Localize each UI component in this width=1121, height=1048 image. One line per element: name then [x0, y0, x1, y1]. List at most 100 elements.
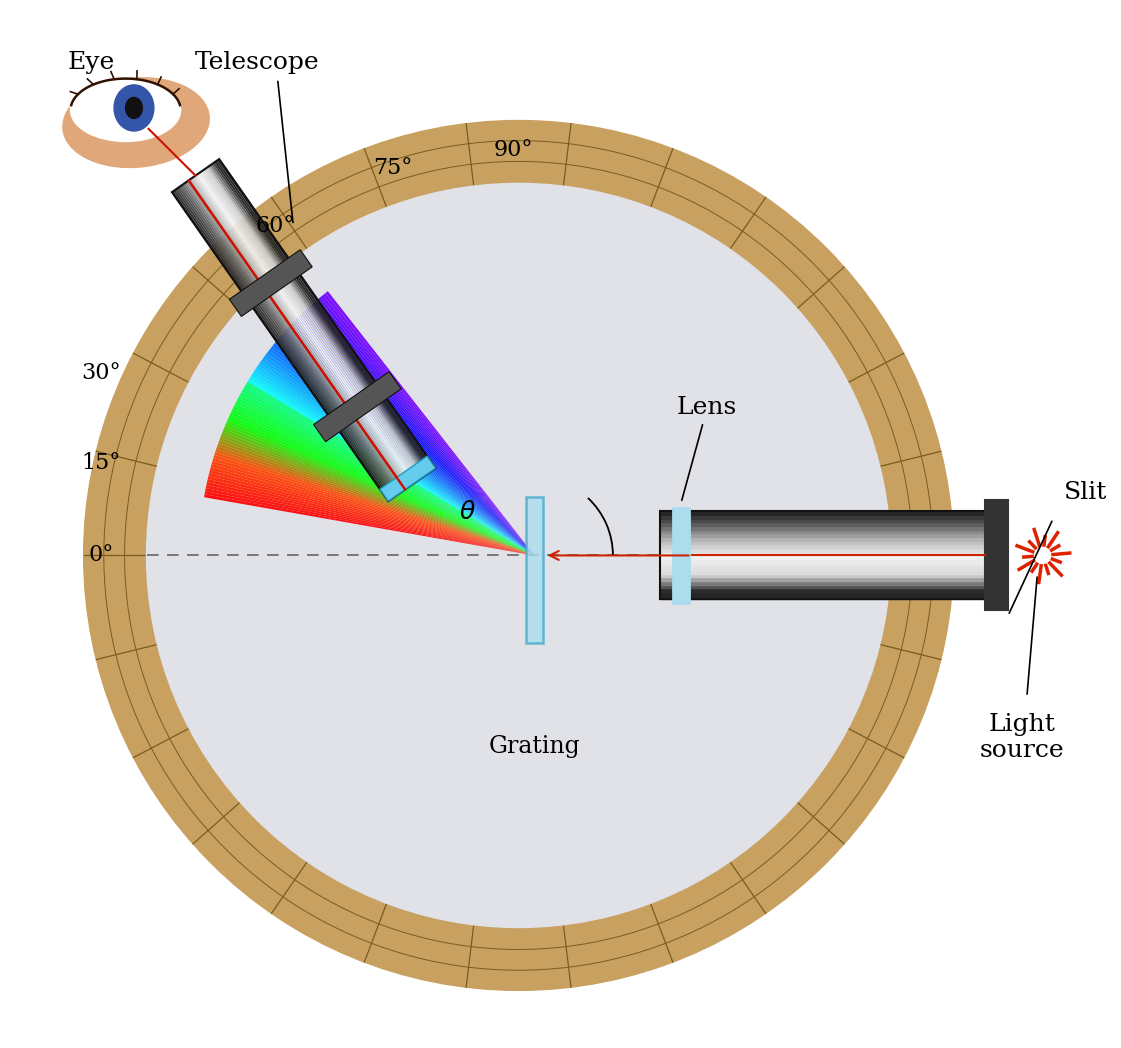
Bar	[660, 516, 995, 519]
Text: 0°: 0°	[89, 545, 114, 566]
Polygon shape	[197, 173, 415, 483]
Polygon shape	[210, 470, 535, 555]
Polygon shape	[226, 420, 535, 555]
Bar	[660, 545, 995, 548]
Polygon shape	[186, 181, 404, 492]
Polygon shape	[206, 482, 535, 555]
Polygon shape	[325, 291, 535, 555]
Polygon shape	[195, 175, 414, 484]
Polygon shape	[258, 364, 535, 555]
Bar	[660, 595, 995, 599]
Polygon shape	[207, 476, 535, 555]
Bar	[660, 519, 995, 522]
Polygon shape	[210, 466, 535, 555]
Bar	[673, 508, 689, 603]
Bar	[985, 501, 1008, 610]
Polygon shape	[380, 456, 436, 501]
Polygon shape	[308, 305, 535, 555]
Polygon shape	[269, 348, 535, 555]
Polygon shape	[209, 473, 535, 555]
Polygon shape	[304, 309, 535, 555]
Polygon shape	[314, 372, 401, 441]
Polygon shape	[294, 320, 535, 555]
Bar	[660, 511, 995, 516]
Bar	[660, 552, 995, 555]
Polygon shape	[189, 179, 407, 489]
Polygon shape	[263, 355, 535, 555]
Polygon shape	[217, 159, 436, 470]
Polygon shape	[205, 492, 535, 555]
Polygon shape	[203, 169, 421, 479]
Polygon shape	[289, 325, 535, 555]
Polygon shape	[213, 458, 535, 555]
Polygon shape	[210, 165, 428, 475]
Polygon shape	[217, 443, 535, 555]
Polygon shape	[211, 163, 429, 474]
Polygon shape	[187, 180, 406, 490]
Polygon shape	[252, 371, 535, 555]
Polygon shape	[239, 395, 535, 555]
Polygon shape	[261, 358, 535, 555]
Ellipse shape	[71, 79, 180, 141]
Polygon shape	[204, 495, 535, 555]
Polygon shape	[256, 366, 535, 555]
Bar	[660, 589, 995, 592]
Polygon shape	[213, 455, 535, 555]
Polygon shape	[211, 464, 535, 555]
Text: Light
source: Light source	[980, 713, 1064, 762]
Bar	[660, 566, 995, 570]
Polygon shape	[231, 409, 535, 555]
Polygon shape	[277, 339, 535, 555]
Polygon shape	[237, 397, 535, 555]
Polygon shape	[228, 417, 535, 555]
Polygon shape	[295, 318, 535, 555]
Polygon shape	[275, 341, 535, 555]
Polygon shape	[272, 344, 535, 555]
Polygon shape	[243, 387, 535, 555]
Polygon shape	[260, 361, 535, 555]
Text: Slit: Slit	[1064, 481, 1106, 504]
Text: 30°: 30°	[82, 363, 121, 384]
Text: $\theta$: $\theta$	[460, 501, 476, 524]
Circle shape	[84, 121, 954, 990]
Polygon shape	[193, 177, 410, 487]
Polygon shape	[282, 331, 535, 555]
Bar	[526, 497, 543, 643]
Polygon shape	[194, 176, 411, 485]
Polygon shape	[278, 336, 535, 555]
Polygon shape	[312, 303, 535, 555]
Polygon shape	[202, 170, 419, 480]
Polygon shape	[174, 190, 391, 500]
Polygon shape	[207, 479, 535, 555]
Bar	[660, 555, 995, 560]
Polygon shape	[213, 162, 430, 473]
Bar	[660, 530, 995, 533]
Polygon shape	[206, 167, 425, 477]
Polygon shape	[280, 334, 535, 555]
Polygon shape	[244, 384, 535, 555]
Circle shape	[147, 183, 890, 927]
Polygon shape	[206, 485, 535, 555]
Polygon shape	[297, 315, 535, 555]
Polygon shape	[234, 403, 535, 555]
Ellipse shape	[126, 97, 142, 118]
Bar	[660, 538, 995, 541]
Text: 90°: 90°	[493, 139, 534, 160]
Polygon shape	[178, 187, 396, 497]
Bar	[660, 560, 995, 563]
Polygon shape	[240, 392, 535, 555]
Text: Eye: Eye	[68, 51, 115, 74]
Polygon shape	[254, 368, 535, 555]
Polygon shape	[270, 346, 535, 555]
Polygon shape	[323, 293, 535, 555]
Text: Telescope: Telescope	[194, 51, 318, 74]
Polygon shape	[251, 373, 535, 555]
Polygon shape	[230, 249, 313, 316]
Text: 60°: 60°	[256, 216, 295, 237]
Polygon shape	[285, 329, 535, 555]
Polygon shape	[183, 183, 401, 494]
Bar	[660, 541, 995, 545]
Polygon shape	[241, 390, 535, 555]
Polygon shape	[267, 351, 535, 555]
Polygon shape	[198, 172, 417, 482]
